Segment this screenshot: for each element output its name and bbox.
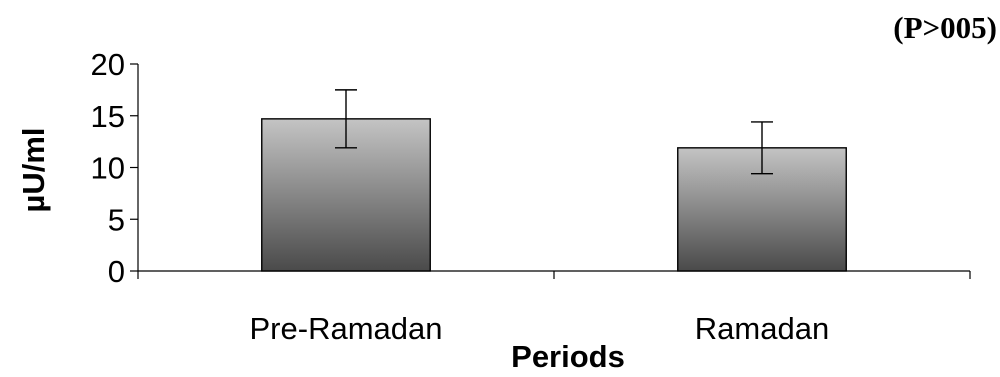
x-axis-title: Periods: [511, 339, 625, 372]
error-bar: [751, 121, 773, 175]
y-ticks: 0 5 10 15 20: [91, 47, 138, 289]
y-tick-label: 20: [91, 47, 125, 82]
bars: [261, 118, 847, 272]
y-axis-title: µU/ml: [16, 127, 51, 212]
error-bar: [335, 89, 357, 149]
significance-annotation: (P>005): [893, 10, 997, 45]
x-ticks: Pre-Ramadan Ramadan: [137, 271, 971, 346]
x-category-label: Pre-Ramadan: [250, 311, 443, 346]
y-tick-label: 0: [108, 254, 125, 289]
x-category-label: Ramadan: [695, 311, 829, 346]
y-tick-label: 15: [91, 99, 125, 134]
y-tick-label: 10: [91, 151, 125, 186]
y-tick-label: 5: [108, 202, 125, 237]
error-bars: [335, 89, 773, 175]
